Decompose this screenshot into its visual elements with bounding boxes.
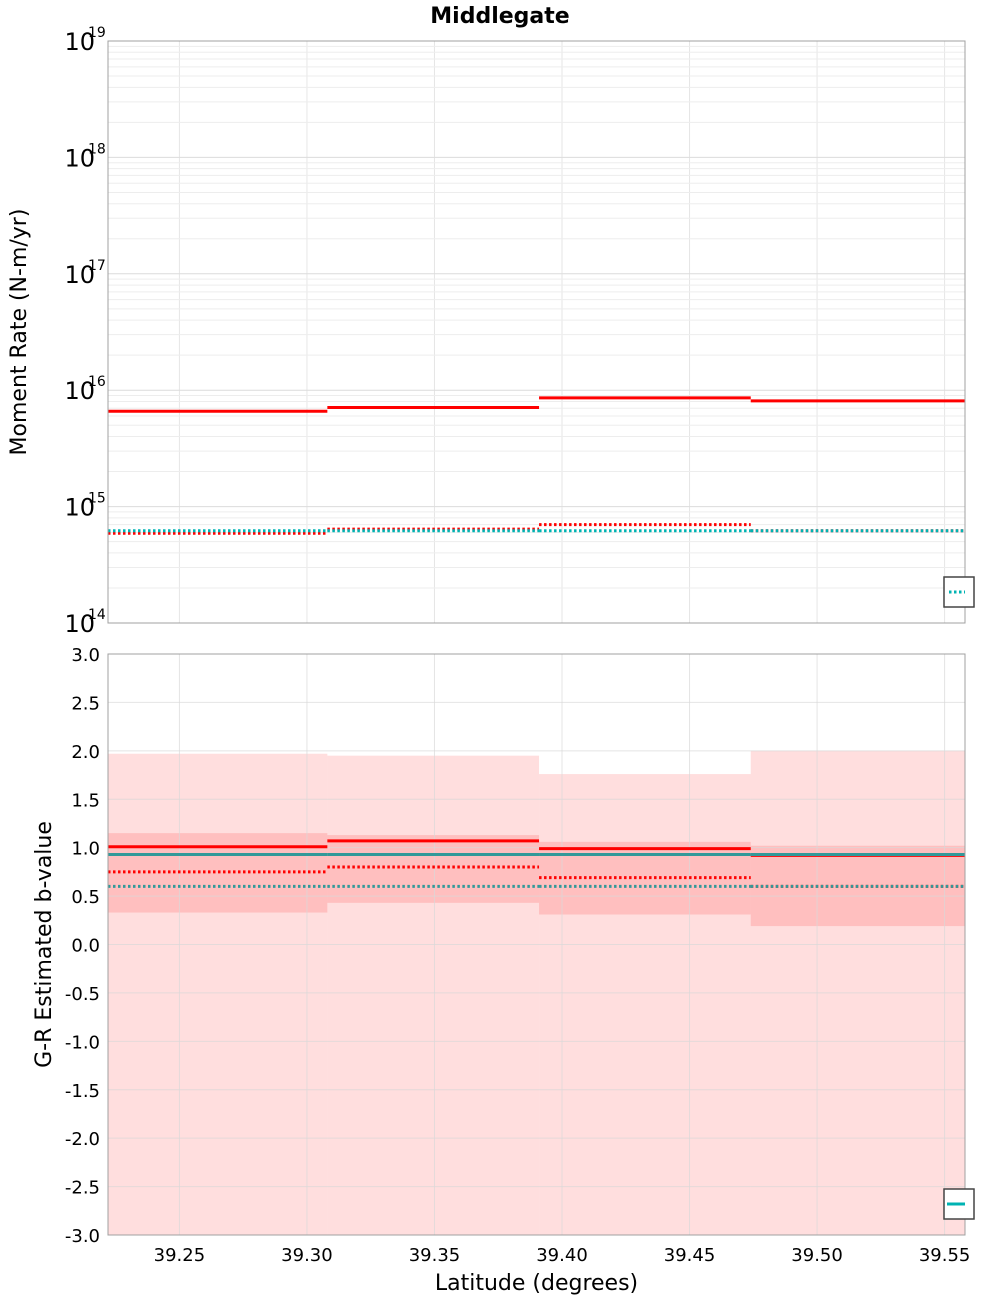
b-value-frame <box>107 653 966 1236</box>
outer-band-segment <box>108 753 328 1235</box>
y-tick-label: 2.0 <box>71 742 100 763</box>
y-tick-label: -1.5 <box>65 1081 100 1102</box>
y-tick-label: 10 <box>64 377 95 405</box>
x-tick-label: 39.50 <box>791 1245 843 1266</box>
y-tick-label: 3.0 <box>71 645 100 666</box>
y-tick-label: -3.0 <box>65 1226 100 1247</box>
x-tick-label: 39.45 <box>664 1245 716 1266</box>
y-tick-exponent: 14 <box>88 607 106 623</box>
y-tick-label: 10 <box>64 144 95 172</box>
moment-rate-legend <box>943 576 975 608</box>
moment-rate-frame <box>107 40 966 624</box>
y-tick-exponent: 15 <box>88 491 106 507</box>
y-tick-exponent: 18 <box>88 141 106 157</box>
x-tick-label: 39.35 <box>409 1245 461 1266</box>
x-tick-label: 39.25 <box>154 1245 206 1266</box>
y-tick-label: 10 <box>64 494 95 522</box>
outer-band-segment <box>327 755 540 1235</box>
y-tick-label: 0.5 <box>71 887 100 908</box>
y-tick-label: 10 <box>64 28 95 56</box>
latitude-x-ticks: 39.25 39.30 39.35 39.40 39.45 39.50 39.55 <box>154 1245 971 1266</box>
y-tick-label: -1.0 <box>65 1032 100 1053</box>
chart-title: Middlegate <box>430 4 569 29</box>
y-tick-label: 10 <box>64 610 95 638</box>
x-tick-label: 39.40 <box>536 1245 588 1266</box>
b-value-legend <box>943 1188 975 1220</box>
outer-band-segment <box>539 774 751 1235</box>
y-tick-label: 1.5 <box>71 790 100 811</box>
x-tick-label: 39.55 <box>919 1245 971 1266</box>
y-tick-exponent: 16 <box>88 374 106 390</box>
latitude-x-label: Latitude (degrees) <box>435 1271 638 1296</box>
b-value-series <box>108 839 965 888</box>
moment-rate-series <box>108 396 965 535</box>
b-value-y-ticks: -3.0 -2.5 -2.0 -1.5 -1.0 -0.5 0.0 0.5 1.0 1.5 2.0 2… <box>65 645 100 1247</box>
b-value-y-label: G-R Estimated b-value <box>32 821 57 1068</box>
moment-rate-y-label: Moment Rate (N-m/yr) <box>7 209 32 456</box>
y-tick-exponent: 17 <box>88 258 106 274</box>
y-tick-label: 2.5 <box>71 693 100 714</box>
moment-rate-gridlines <box>108 41 965 624</box>
y-tick-label: -2.5 <box>65 1178 100 1199</box>
y-tick-label: 10 <box>64 261 95 289</box>
b-value-panel: -3.0 -2.5 -2.0 -1.5 -1.0 -0.5 0.0 0.5 1.0 1.5 2.0 2… <box>32 645 975 1296</box>
y-tick-label: -2.0 <box>65 1129 100 1150</box>
moment-rate-plot-area <box>108 41 965 623</box>
inner-band-segment <box>327 835 540 903</box>
y-tick-label: 0.0 <box>71 936 100 957</box>
y-tick-exponent: 19 <box>88 25 106 41</box>
x-tick-label: 39.30 <box>281 1245 333 1266</box>
y-tick-label: -0.5 <box>65 984 100 1005</box>
y-tick-label: 1.0 <box>71 839 100 860</box>
